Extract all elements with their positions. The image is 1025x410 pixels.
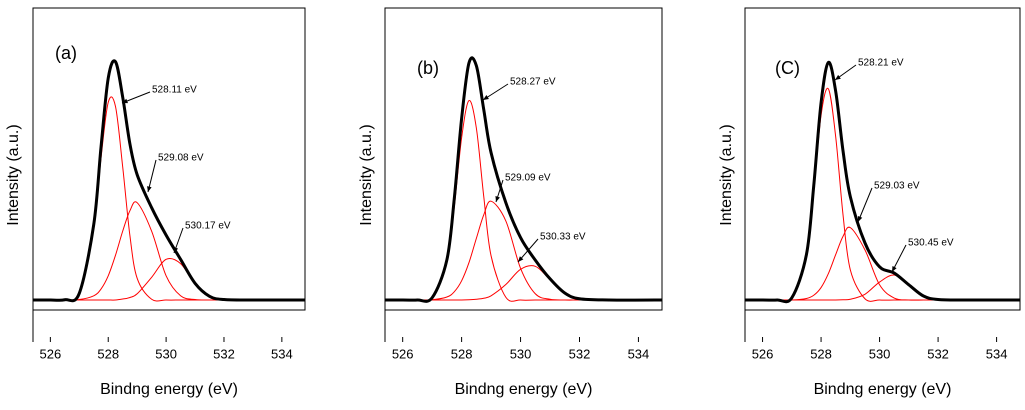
plot-frame [744, 7, 1021, 342]
arrow-head [173, 247, 179, 253]
component-line [33, 96, 305, 302]
x-tick-label: 532 [213, 346, 235, 361]
peak-annotation: 528.11 eV [152, 85, 197, 96]
arrow-head [857, 216, 863, 222]
plot-frame [32, 7, 306, 342]
peak-annotation: 529.09 eV [505, 173, 551, 184]
y-axis-title: Intensity (a.u.) [358, 124, 375, 225]
x-tick-label: 530 [155, 346, 177, 361]
envelope-line [745, 60, 1020, 304]
y-axis-title: Intensity (a.u.) [718, 124, 735, 225]
x-tick-label: 526 [752, 346, 774, 361]
component-line [385, 100, 662, 302]
panel-label: (a) [55, 43, 77, 63]
component-line [33, 257, 305, 301]
plot-area [385, 56, 662, 303]
annotation-arrow [857, 187, 873, 223]
arrow-head [122, 98, 128, 104]
x-tick-label: 528 [451, 346, 473, 361]
peak-annotation: 529.03 eV [874, 181, 920, 192]
peak-annotation: 530.45 eV [908, 238, 954, 249]
x-tick-label: 530 [869, 346, 891, 361]
peak-annotation: 529.08 eV [158, 153, 204, 164]
component-line [745, 87, 1020, 303]
x-tick-label: 526 [40, 346, 62, 361]
peak-annotation: 530.17 eV [185, 221, 231, 232]
x-tick-label: 526 [392, 346, 414, 361]
x-tick-label: 528 [810, 346, 832, 361]
plot-area [33, 59, 305, 303]
arrow-head [892, 266, 897, 272]
peak-annotation: 530.33 eV [540, 232, 586, 243]
x-axis-title: Bindng energy (eV) [814, 381, 952, 398]
component-line [745, 274, 1020, 301]
peak-annotation: 528.21 eV [858, 58, 904, 69]
arrow-head [518, 256, 524, 262]
x-axis-title: Bindng energy (eV) [100, 381, 238, 398]
panel-label: (b) [417, 58, 439, 78]
peak-annotation: 528.27 eV [510, 77, 556, 88]
x-tick-label: 530 [510, 346, 532, 361]
component-line [385, 265, 662, 301]
arrow-head [495, 196, 500, 202]
x-tick-label: 534 [628, 346, 650, 361]
x-axis-title: Bindng energy (eV) [455, 381, 593, 398]
component-line [385, 200, 662, 301]
x-tick-label: 534 [271, 346, 293, 361]
arrow-head [147, 186, 152, 192]
x-tick-label: 532 [927, 346, 949, 361]
panel-label: (C) [775, 58, 800, 78]
arrow-head [835, 74, 841, 80]
plot-area [745, 60, 1020, 304]
x-tick-label: 534 [986, 346, 1008, 361]
envelope-line [33, 59, 305, 303]
component-line [745, 226, 1020, 301]
x-tick-label: 532 [569, 346, 591, 361]
plot-frame [384, 7, 663, 342]
component-line [33, 201, 305, 301]
arrow-head [483, 95, 489, 100]
x-tick-label: 528 [97, 346, 119, 361]
y-axis-title: Intensity (a.u.) [5, 124, 22, 225]
envelope-line [385, 56, 662, 303]
